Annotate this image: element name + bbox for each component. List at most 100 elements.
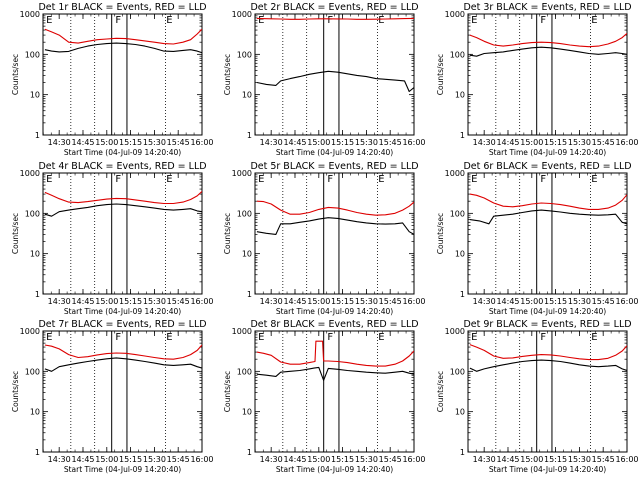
x-tick-label: 15:30 (568, 455, 591, 464)
x-tick-label: 15:00 (95, 138, 118, 147)
region-label: F (115, 332, 121, 343)
events-series-line (256, 70, 414, 93)
events-series-line (469, 359, 627, 372)
y-axis-label: Counts/sec (11, 54, 20, 95)
x-tick-label: 15:45 (592, 138, 615, 147)
y-tick-label: 1000 (232, 10, 252, 19)
region-label: E (166, 174, 172, 185)
x-tick-label: 15:00 (307, 297, 330, 306)
region-label: E (591, 332, 597, 343)
y-axis-label: Counts/sec (436, 213, 445, 254)
y-axis-label: Counts/sec (436, 371, 445, 412)
x-tick-label: 15:30 (355, 297, 378, 306)
x-tick-label: 15:15 (544, 455, 567, 464)
x-axis-label: Start Time (04-Jul-09 14:20:40) (489, 465, 606, 474)
x-tick-label: 14:45 (283, 455, 306, 464)
lld-series-line (469, 344, 627, 361)
x-tick-label: 15:30 (568, 138, 591, 147)
x-tick-label: 14:45 (71, 297, 94, 306)
y-tick-label: 1 (247, 131, 252, 140)
series-group (469, 193, 627, 225)
y-tick-label: 1000 (445, 169, 465, 178)
series-group (469, 32, 627, 57)
x-tick-label: 16:00 (402, 455, 425, 464)
y-tick-label: 1 (460, 290, 465, 299)
x-tick-label: 15:15 (544, 297, 567, 306)
y-tick-label: 100 (25, 367, 40, 376)
x-tick-label: 15:30 (143, 297, 166, 306)
x-tick-label: 15:00 (307, 455, 330, 464)
panel-title: Det 9r BLACK = Events, RED = LLD (463, 319, 631, 330)
x-tick-label: 15:30 (355, 138, 378, 147)
x-tick-label: 15:45 (379, 138, 402, 147)
region-label: E (46, 332, 52, 343)
region-label: E (378, 332, 384, 343)
x-tick-label: 15:15 (119, 297, 142, 306)
plot-frame (467, 330, 628, 453)
detector-panel: Det 9r BLACK = Events, RED = LLD 1 10 100 10… (436, 319, 639, 474)
lld-series-line (44, 344, 202, 360)
region-label: F (540, 15, 546, 26)
series-group (44, 344, 202, 372)
x-tick-label: 14:30 (473, 138, 496, 147)
x-tick-label: 14:45 (283, 138, 306, 147)
x-tick-label: 15:45 (592, 455, 615, 464)
events-series-line (469, 46, 627, 57)
x-tick-label: 14:30 (260, 297, 283, 306)
x-tick-label: 14:30 (473, 455, 496, 464)
x-tick-label: 14:45 (496, 297, 519, 306)
x-axis-label: Start Time (04-Jul-09 14:20:40) (489, 148, 606, 157)
y-tick-label: 10 (242, 408, 252, 417)
y-tick-label: 10 (455, 91, 465, 100)
y-tick-label: 1 (247, 448, 252, 457)
x-tick-label: 14:30 (48, 297, 71, 306)
y-tick-label: 10 (455, 250, 465, 259)
x-axis-label: Start Time (04-Jul-09 14:20:40) (276, 307, 393, 316)
x-tick-label: 15:00 (520, 297, 543, 306)
y-tick-label: 1 (460, 448, 465, 457)
lld-series-line (44, 190, 202, 205)
x-tick-label: 14:45 (496, 138, 519, 147)
y-axis-label: Counts/sec (223, 371, 232, 412)
events-series-line (44, 42, 202, 54)
panel-title: Det 3r BLACK = Events, RED = LLD (463, 2, 631, 13)
plot-frame (467, 13, 628, 136)
region-label: E (166, 332, 172, 343)
x-tick-label: 15:15 (544, 138, 567, 147)
panel-title: Det 2r BLACK = Events, RED = LLD (250, 2, 418, 13)
x-tick-label: 15:30 (143, 138, 166, 147)
detector-panel: Det 5r BLACK = Events, RED = LLD 1 10 100 10… (223, 161, 426, 316)
y-tick-label: 10 (30, 408, 40, 417)
lld-series-line (256, 340, 414, 367)
region-label: F (115, 174, 121, 185)
detector-panel: Det 8r BLACK = Events, RED = LLD 1 10 100 10… (223, 319, 426, 474)
detector-panel: Det 3r BLACK = Events, RED = LLD 1 10 100 10… (436, 2, 639, 157)
region-label: E (166, 15, 172, 26)
panel-title: Det 7r BLACK = Events, RED = LLD (38, 319, 206, 330)
x-tick-label: 15:00 (307, 138, 330, 147)
y-tick-label: 1000 (232, 169, 252, 178)
x-tick-label: 14:30 (260, 138, 283, 147)
region-label: F (327, 174, 333, 185)
x-tick-label: 16:00 (615, 297, 638, 306)
series-group (256, 200, 414, 235)
region-label: E (378, 174, 384, 185)
y-tick-label: 1000 (20, 327, 40, 336)
y-tick-label: 100 (237, 209, 252, 218)
plot-frame (42, 13, 203, 136)
region-label: E (591, 174, 597, 185)
plot-frame (42, 330, 203, 453)
x-tick-label: 15:30 (355, 455, 378, 464)
x-tick-label: 15:00 (520, 138, 543, 147)
y-tick-label: 1000 (445, 327, 465, 336)
lld-series-line (469, 193, 627, 210)
detector-panel: Det 2r BLACK = Events, RED = LLD 1 10 100 10… (223, 2, 426, 157)
lld-series-line (44, 28, 202, 45)
y-axis-label: Counts/sec (11, 213, 20, 254)
x-tick-label: 15:15 (331, 138, 354, 147)
x-tick-label: 15:45 (167, 138, 190, 147)
x-tick-label: 15:00 (95, 297, 118, 306)
x-tick-label: 15:30 (143, 455, 166, 464)
y-tick-label: 10 (30, 91, 40, 100)
